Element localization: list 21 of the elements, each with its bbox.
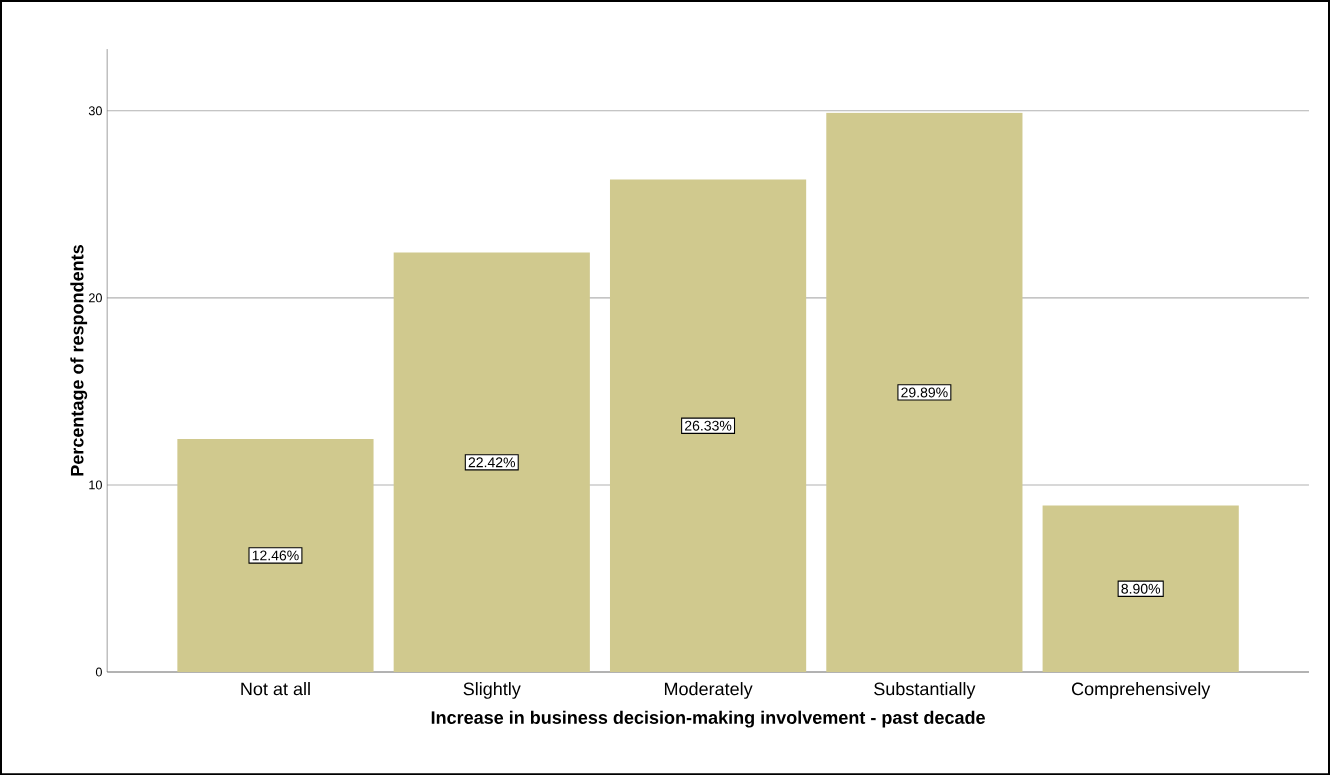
data-label: 29.89%	[901, 387, 948, 398]
y-tick-label: 20	[88, 293, 102, 303]
x-tick-label: Not at all	[241, 681, 310, 696]
x-axis-title: Increase in business decision-making involvement - past decade	[431, 710, 985, 728]
x-tick-label: Moderately	[664, 681, 753, 699]
bar	[609, 179, 807, 672]
x-tick-label: Substantially	[874, 681, 976, 699]
bar	[1042, 505, 1239, 672]
y-tick-label: 30	[88, 106, 102, 116]
x-tick-label: Comprehensively	[1071, 681, 1211, 699]
data-label: 22.42%	[468, 457, 516, 468]
data-label: 26.33%	[685, 420, 732, 431]
y-tick-label: 0	[95, 667, 102, 677]
data-label: 8.90%	[1121, 583, 1161, 594]
bar	[393, 252, 590, 672]
x-tick-label: Slightly	[463, 681, 521, 699]
y-axis-title: Percentage of respondents	[70, 245, 88, 476]
bar	[177, 438, 374, 672]
bar	[826, 112, 1023, 672]
data-label: 12.46%	[252, 550, 299, 561]
y-tick-label: 10	[89, 480, 102, 490]
